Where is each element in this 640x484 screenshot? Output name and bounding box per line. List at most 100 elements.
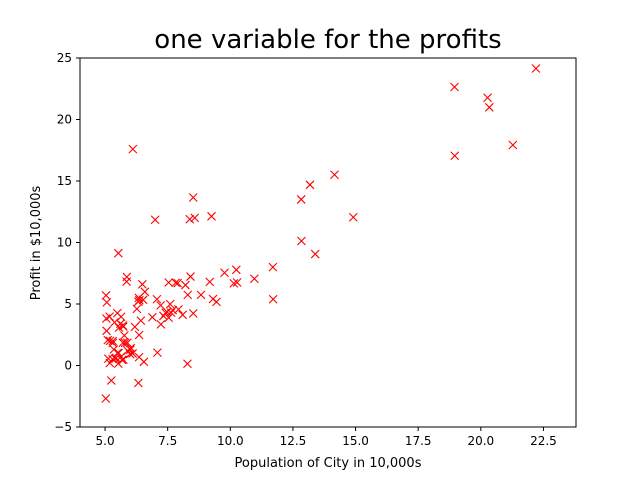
data-point-stroke xyxy=(105,336,115,346)
data-point-stroke xyxy=(116,312,126,322)
data-point-stroke xyxy=(108,336,118,346)
data-point-stroke xyxy=(296,195,306,204)
data-point xyxy=(122,272,132,282)
x-tick-label: 7.5 xyxy=(158,434,177,448)
data-point-stroke xyxy=(150,215,160,225)
data-point-stroke xyxy=(101,291,111,300)
data-point-stroke xyxy=(103,354,113,364)
data-point-stroke xyxy=(165,299,175,309)
data-point xyxy=(450,82,459,92)
data-point xyxy=(305,180,315,190)
data-point-stroke xyxy=(166,308,176,317)
data-point-stroke xyxy=(128,349,137,358)
data-point xyxy=(181,280,190,290)
data-point-stroke xyxy=(152,294,162,304)
data-point xyxy=(122,338,132,348)
data-point-stroke xyxy=(153,348,162,357)
data-point xyxy=(108,336,118,346)
data-point xyxy=(133,378,143,388)
plot-area xyxy=(80,58,576,427)
data-point-stroke xyxy=(102,326,111,336)
data-point-stroke xyxy=(117,355,127,365)
data-point-stroke xyxy=(249,274,259,284)
data-point-stroke xyxy=(188,308,198,318)
data-point-stroke xyxy=(118,355,128,364)
data-point xyxy=(183,359,192,369)
x-tick-label: 17.5 xyxy=(405,434,432,448)
data-point-stroke xyxy=(103,335,113,345)
data-point-stroke xyxy=(133,297,143,307)
data-point-stroke xyxy=(118,338,128,348)
data-point xyxy=(220,268,229,278)
x-tick-label: 22.5 xyxy=(530,434,557,448)
data-point-stroke xyxy=(297,236,306,246)
data-point-stroke xyxy=(183,290,193,300)
y-tick-label: 0 xyxy=(64,359,72,373)
data-point xyxy=(164,278,174,287)
data-point-stroke xyxy=(531,64,541,73)
data-point-stroke xyxy=(508,140,518,150)
data-point xyxy=(188,308,198,318)
data-point xyxy=(297,236,306,246)
data-point xyxy=(249,274,259,284)
data-point xyxy=(268,262,278,272)
y-tick-label: 5 xyxy=(64,297,72,311)
data-point xyxy=(268,294,278,304)
data-point xyxy=(130,322,140,332)
data-point-stroke xyxy=(125,349,135,359)
data-point xyxy=(116,312,126,322)
data-point xyxy=(153,348,162,357)
data-point-stroke xyxy=(231,265,241,275)
data-point xyxy=(133,297,143,307)
data-point-stroke xyxy=(190,213,200,223)
data-point-stroke xyxy=(139,357,149,367)
data-point-stroke xyxy=(164,278,174,287)
data-point-stroke xyxy=(108,354,117,364)
data-point xyxy=(156,300,166,310)
data-point xyxy=(173,278,183,288)
data-point xyxy=(123,346,132,356)
data-point-stroke xyxy=(207,211,216,221)
data-point xyxy=(113,248,123,258)
data-point-stroke xyxy=(450,151,460,161)
y-tick-label: 25 xyxy=(57,51,72,65)
data-point xyxy=(115,319,125,329)
data-point-stroke xyxy=(122,338,132,348)
data-point-stroke xyxy=(120,338,130,348)
data-point-stroke xyxy=(156,300,166,310)
data-point-stroke xyxy=(115,319,125,329)
data-point xyxy=(484,102,494,112)
data-point-stroke xyxy=(483,93,492,103)
data-point-stroke xyxy=(171,278,181,288)
data-point xyxy=(118,355,128,364)
data-point-stroke xyxy=(305,180,315,190)
data-point-stroke xyxy=(119,331,129,340)
data-point xyxy=(183,290,193,300)
x-axis-label: Population of City in 10,000s xyxy=(235,456,422,471)
data-point-stroke xyxy=(105,358,115,368)
data-point-stroke xyxy=(134,330,144,340)
data-point-stroke xyxy=(128,144,138,154)
data-point-stroke xyxy=(138,295,148,305)
data-point-stroke xyxy=(173,278,183,288)
data-point-stroke xyxy=(130,322,140,332)
data-point-stroke xyxy=(181,280,190,290)
data-point xyxy=(330,170,339,180)
x-tick-label: 10.0 xyxy=(217,434,244,448)
data-point xyxy=(508,140,518,150)
data-point xyxy=(118,338,128,348)
data-point xyxy=(156,320,166,329)
data-point-stroke xyxy=(229,278,239,288)
data-point xyxy=(105,336,115,346)
data-point-stroke xyxy=(101,394,111,403)
data-point-stroke xyxy=(168,305,178,315)
data-point xyxy=(108,354,117,364)
data-point xyxy=(101,394,111,403)
data-point xyxy=(128,144,138,154)
y-tick-label: 15 xyxy=(57,174,72,188)
data-point-stroke xyxy=(122,272,132,282)
data-point-stroke xyxy=(159,311,168,321)
data-point xyxy=(229,278,239,288)
data-point xyxy=(232,278,242,287)
